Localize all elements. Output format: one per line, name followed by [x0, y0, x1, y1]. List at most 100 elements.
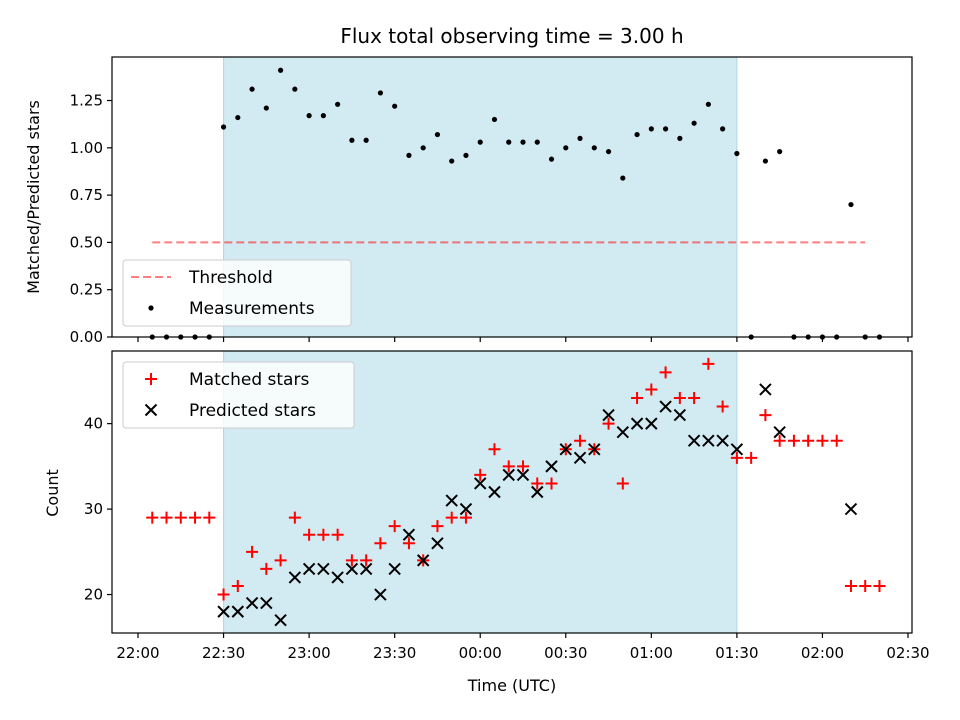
matched-point: [146, 511, 159, 524]
predicted-point: [474, 477, 487, 490]
predicted-point: [217, 605, 230, 618]
top-y-tick-label: 0.00: [70, 328, 103, 346]
measurement-point: [662, 126, 669, 132]
matched-point: [203, 511, 216, 524]
x-tick-label: 00:00: [459, 644, 502, 662]
top-y-tick-label: 0.50: [70, 233, 103, 251]
predicted-point: [559, 443, 572, 456]
matched-point: [217, 588, 230, 601]
measurement-point: [249, 86, 255, 92]
measurement-point: [434, 131, 441, 138]
measurement-point: [335, 101, 341, 107]
predicted-point: [374, 588, 387, 601]
bottom-axes-frame: [111, 350, 913, 634]
predicted-point: [687, 434, 701, 447]
measurement-point: [620, 175, 626, 181]
measurement-point: [634, 131, 640, 138]
legend-label: Matched stars: [189, 370, 309, 390]
measurement-point: [577, 135, 583, 141]
matched-point: [402, 537, 415, 550]
legend-box: [122, 361, 355, 429]
matched-point: [602, 417, 615, 430]
measurement-point: [463, 152, 469, 158]
legend-predicted-swatch: [144, 403, 158, 417]
x-tick-label: 22:00: [116, 644, 159, 662]
measurement-point: [377, 90, 384, 96]
predicted-point: [645, 417, 658, 430]
matched-point: [488, 443, 501, 456]
predicted-point: [488, 485, 501, 499]
x-tick-label: 01:30: [715, 644, 758, 662]
matched-point: [360, 554, 373, 567]
matched-point: [174, 511, 187, 524]
predicted-point: [445, 494, 458, 507]
measurement-point: [605, 148, 612, 155]
predicted-point: [402, 528, 416, 541]
predicted-point: [231, 605, 245, 618]
predicted-point: [759, 383, 772, 396]
measurement-point: [363, 137, 369, 143]
bottom-legend: Matched stars Predicted stars: [122, 361, 355, 429]
matched-point: [374, 537, 387, 550]
legend-box: [122, 259, 352, 327]
matched-point: [702, 357, 715, 370]
predicted-point: [302, 562, 316, 576]
measurement-point: [477, 139, 483, 145]
measurement-point: [263, 105, 269, 111]
measurement-point: [677, 135, 683, 141]
x-tick-label: 02:30: [886, 644, 929, 662]
predicted-point: [702, 434, 715, 447]
measurement-point: [648, 126, 654, 132]
matched-point: [574, 434, 587, 447]
matched-point: [802, 434, 815, 447]
measurement-point: [691, 120, 697, 126]
x-tick-label: 23:00: [287, 644, 330, 662]
matched-point: [830, 434, 843, 447]
measurement-point: [235, 114, 241, 121]
bottom-y-tick-label: 30: [84, 500, 103, 518]
matched-point: [759, 409, 772, 422]
matched-point: [260, 562, 273, 575]
measurement-point: [705, 101, 711, 107]
predicted-point: [260, 596, 273, 610]
x-tick-label: 00:30: [544, 644, 587, 662]
matched-point: [673, 392, 686, 404]
matched-point: [288, 511, 301, 524]
matched-point: [189, 511, 202, 524]
measurement-point: [520, 139, 526, 145]
matched-point: [844, 580, 857, 592]
bottom-y-tick-label: 20: [84, 586, 103, 604]
matched-point: [459, 511, 472, 524]
chart-title: Flux total observing time = 3.00 h: [340, 24, 683, 48]
x-tick-label: 22:30: [202, 644, 245, 662]
predicted-point: [588, 443, 601, 456]
measurement-point: [777, 148, 783, 155]
predicted-point: [502, 468, 515, 482]
matched-point: [431, 520, 444, 533]
predicted-point: [844, 502, 858, 516]
predicted-point: [516, 468, 530, 482]
predicted-point: [274, 613, 287, 627]
bottom-series-matched-stars: [146, 357, 886, 601]
matched-point: [816, 434, 829, 447]
measurement-point: [762, 158, 769, 164]
measurement-point: [534, 139, 540, 145]
matched-point: [545, 477, 558, 490]
matched-point: [303, 528, 316, 541]
matched-point: [345, 554, 358, 567]
measurement-point: [720, 126, 726, 132]
predicted-point: [773, 425, 786, 439]
predicted-point: [331, 571, 344, 584]
predicted-point: [716, 434, 729, 447]
predicted-point: [388, 562, 401, 576]
matched-point: [688, 392, 701, 404]
panel-top: 0.00 0.25 0.50 0.75 1.00 1.25 Threshold Measure…: [70, 56, 913, 346]
measurement-point: [220, 124, 227, 130]
matched-point: [231, 580, 244, 592]
predicted-point: [573, 451, 587, 465]
predicted-point: [616, 425, 630, 439]
matched-point: [645, 383, 658, 396]
legend-measurement-swatch: [148, 305, 154, 311]
measurement-point: [449, 158, 455, 164]
matched-point: [873, 580, 886, 592]
